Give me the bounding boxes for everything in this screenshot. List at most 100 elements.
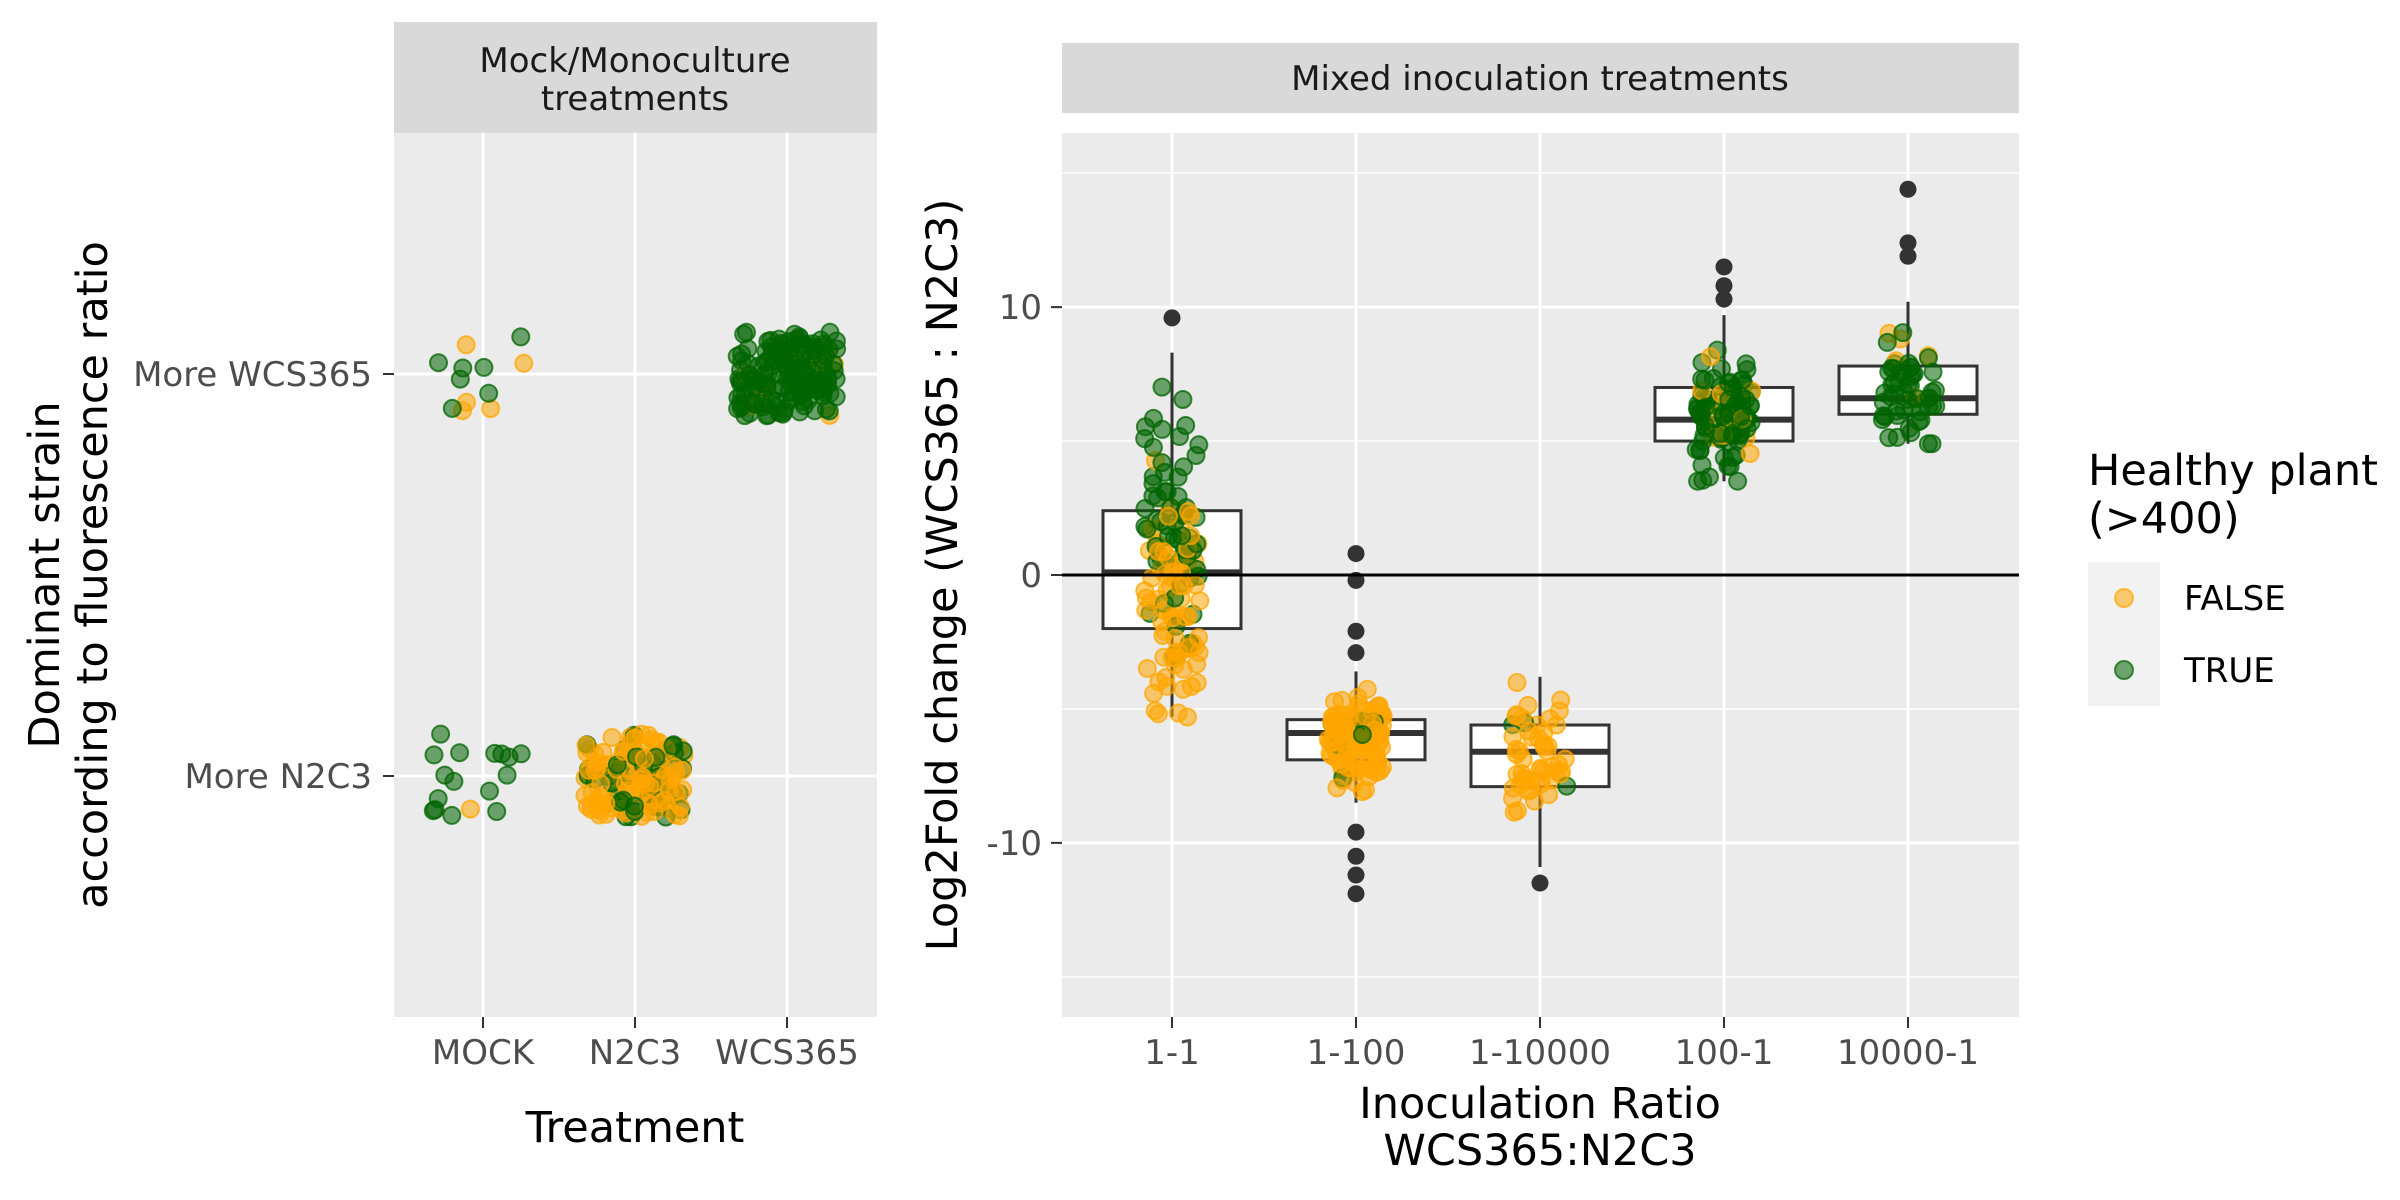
point-healthy-true — [753, 397, 773, 417]
box-outlier — [1347, 866, 1365, 884]
point-healthy-true — [1728, 471, 1748, 491]
left-y-ticks: More WCS365 More N2C3 — [133, 355, 394, 797]
point-healthy-true — [1731, 406, 1751, 426]
point-healthy-true — [1911, 410, 1931, 430]
right-y-ticks: -10 0 10 — [986, 288, 1062, 864]
point-healthy-true — [450, 369, 470, 389]
point-healthy-true — [1875, 407, 1895, 427]
right-y-tick-label: 0 — [1020, 556, 1042, 596]
point-healthy-false — [1522, 727, 1542, 747]
point-healthy-false — [460, 799, 480, 819]
point-healthy-false — [1137, 659, 1157, 678]
point-healthy-false — [1136, 600, 1156, 620]
point-healthy-false — [1539, 785, 1559, 805]
point-healthy-true — [1713, 406, 1733, 426]
right-strip — [1062, 43, 2019, 113]
point-healthy-true — [442, 805, 462, 825]
right-x-tick-label: 100-1 — [1675, 1033, 1774, 1073]
left-x-tick-label: N2C3 — [589, 1033, 681, 1073]
point-healthy-true — [740, 365, 760, 385]
box-outlier — [1347, 847, 1365, 865]
point-healthy-false — [1142, 568, 1162, 588]
point-healthy-false — [1549, 701, 1569, 721]
point-healthy-false — [602, 728, 622, 747]
point-healthy-true — [1736, 390, 1756, 410]
point-healthy-true — [1352, 725, 1372, 744]
point-healthy-true — [1719, 373, 1738, 393]
box-outlier — [1347, 545, 1365, 563]
box-outlier — [1899, 234, 1917, 252]
point-healthy-true — [1711, 424, 1731, 443]
left-y-tick-label: More WCS365 — [133, 355, 372, 395]
point-healthy-false — [1159, 506, 1178, 526]
legend-title-line2: (>400) — [2088, 494, 2240, 544]
point-healthy-false — [634, 749, 654, 769]
point-healthy-false — [1369, 696, 1389, 716]
left-y-axis-title-line1: Dominant strain — [20, 401, 70, 748]
point-healthy-false — [1357, 679, 1377, 699]
box-outlier — [1899, 180, 1917, 198]
point-healthy-false — [640, 776, 660, 796]
point-healthy-false — [1701, 347, 1721, 367]
point-healthy-true — [1173, 390, 1193, 409]
point-healthy-true — [778, 359, 798, 379]
point-healthy-true — [1155, 462, 1175, 482]
left-strip — [394, 22, 877, 133]
point-healthy-true — [803, 334, 823, 354]
point-healthy-true — [450, 743, 470, 763]
point-healthy-true — [1714, 448, 1734, 468]
point-healthy-true — [820, 322, 840, 342]
box-outlier — [1899, 247, 1917, 265]
point-healthy-true — [1893, 323, 1913, 343]
right-x-tick-label: 1-10000 — [1469, 1033, 1611, 1073]
right-y-tick-label: 10 — [999, 288, 1042, 328]
point-healthy-true — [1887, 427, 1907, 447]
left-strip-title-line2: treatments — [541, 79, 729, 119]
point-healthy-true — [731, 398, 751, 418]
point-healthy-false — [1169, 643, 1189, 662]
point-healthy-true — [1918, 434, 1938, 454]
point-healthy-false — [1173, 679, 1193, 699]
point-healthy-false — [1190, 591, 1210, 611]
point-healthy-true — [1696, 397, 1716, 417]
point-healthy-true — [1692, 455, 1712, 475]
point-healthy-true — [424, 745, 444, 765]
point-healthy-true — [1918, 348, 1938, 368]
left-points — [423, 322, 847, 827]
point-healthy-false — [576, 735, 596, 755]
point-healthy-false — [1174, 576, 1194, 596]
right-points — [1135, 180, 1946, 903]
right-x-ticks: 1-1 1-100 1-10000 100-1 10000-1 — [1144, 1017, 1979, 1073]
box-outlier — [1347, 622, 1365, 640]
right-x-axis-title-line2: WCS365:N2C3 — [1383, 1126, 1696, 1176]
right-x-tick-label: 1-100 — [1307, 1033, 1406, 1073]
point-healthy-false — [1371, 723, 1391, 743]
point-healthy-false — [670, 797, 690, 817]
point-healthy-true — [1695, 370, 1715, 390]
point-healthy-true — [474, 357, 494, 377]
point-healthy-false — [1740, 444, 1760, 463]
point-healthy-false — [579, 760, 599, 780]
point-healthy-false — [1507, 801, 1527, 821]
point-healthy-true — [487, 802, 507, 821]
right-x-tick-label: 1-1 — [1144, 1033, 1200, 1073]
point-healthy-true — [1172, 526, 1192, 546]
point-healthy-true — [758, 351, 777, 371]
left-y-axis-title-line2: according to fluorescence ratio — [68, 241, 118, 909]
point-healthy-true — [442, 398, 462, 418]
legend-key-true — [2114, 660, 2134, 680]
point-healthy-true — [444, 771, 464, 791]
point-healthy-true — [511, 744, 531, 764]
left-y-tick-label: More N2C3 — [184, 757, 372, 797]
right-x-axis-title-line1: Inoculation Ratio — [1359, 1079, 1721, 1129]
point-healthy-true — [793, 392, 813, 411]
point-healthy-false — [577, 796, 597, 816]
left-panel: Mock/Monoculture treatments More WCS365 … — [20, 22, 877, 1153]
point-healthy-false — [481, 399, 501, 419]
point-healthy-true — [775, 399, 794, 419]
point-healthy-false — [1149, 542, 1169, 561]
point-healthy-false — [644, 802, 664, 822]
right-y-tick-label: -10 — [986, 824, 1042, 864]
point-healthy-false — [664, 757, 684, 777]
